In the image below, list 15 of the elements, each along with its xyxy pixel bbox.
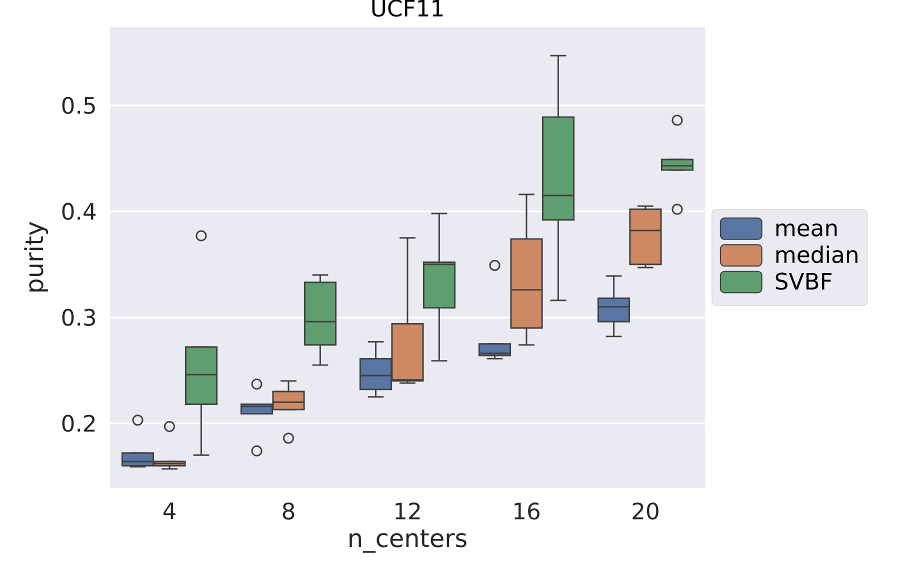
x-tick-label: 20 bbox=[632, 502, 658, 520]
legend-label: median bbox=[776, 246, 858, 264]
y-tick-label: 0.5 bbox=[62, 96, 95, 114]
y-tick-label: 0.3 bbox=[62, 308, 96, 326]
x-tick-label: 16 bbox=[514, 502, 540, 520]
chart-title: UCF11 bbox=[372, 0, 443, 17]
x-tick-label: 12 bbox=[396, 502, 420, 520]
legend-label: SVBF bbox=[776, 272, 832, 290]
y-tick-label: 0.2 bbox=[62, 414, 95, 432]
legend-label: mean bbox=[776, 223, 837, 236]
y-tick-label: 0.4 bbox=[62, 202, 96, 220]
x-axis-title: n_centers bbox=[350, 530, 466, 553]
x-tick-label: 4 bbox=[163, 502, 176, 519]
x-tick-label: 8 bbox=[282, 502, 294, 520]
y-axis-title: purity bbox=[24, 222, 48, 292]
